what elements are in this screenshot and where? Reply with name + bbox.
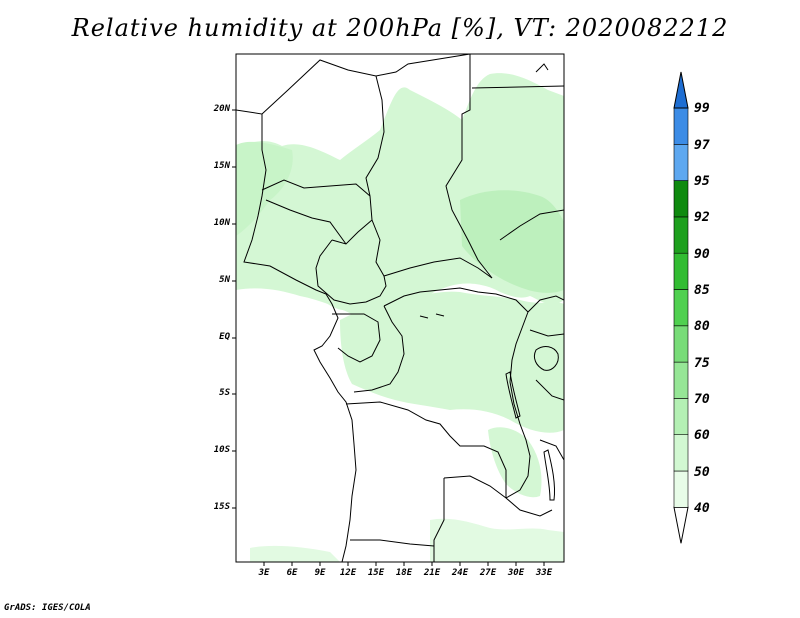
lat-label-eq: EQ: [219, 332, 230, 342]
lon-label-18e: 18E: [395, 568, 413, 578]
colorbar-box: [673, 144, 689, 181]
border-car-drc: [383, 287, 529, 313]
border-angola-drc: [345, 401, 507, 498]
colorbar-triangle-low: [673, 506, 689, 544]
border-ethiopia: [499, 209, 564, 241]
lon-label-12e: 12E: [339, 568, 357, 578]
border-uganda-kenya: [527, 295, 564, 337]
lon-label-27e: 27E: [479, 568, 497, 578]
humidity-region-sw: [250, 545, 340, 562]
colorbar-box: [673, 180, 689, 218]
colorbar-label-40: 40: [694, 501, 710, 516]
lake-kivu: [419, 313, 445, 319]
border-angola-zambia: [433, 478, 445, 562]
colorbar-label-80: 80: [694, 319, 710, 334]
colorbar-label-50: 50: [694, 465, 710, 480]
lat-ticks: [232, 109, 236, 509]
border-angola-namibia: [350, 539, 435, 547]
lat-label-15s: 15S: [213, 502, 230, 512]
colorbar-label-97: 97: [694, 138, 710, 153]
colorbar-box: [673, 325, 689, 363]
plot-frame: [235, 53, 565, 563]
lon-label-6e: 6E: [286, 568, 298, 578]
border-libya-chad: [365, 75, 385, 197]
border-tanzania: [535, 379, 564, 461]
border-gabon: [332, 313, 381, 363]
lon-label-30e: 30E: [507, 568, 525, 578]
lat-label-10s: 10S: [213, 445, 230, 455]
border-egypt-sudan: [445, 54, 493, 279]
colorbar-label-99: 99: [694, 101, 710, 116]
lake-malawi: [543, 449, 555, 501]
lon-label-33e: 33E: [535, 568, 553, 578]
lon-label-21e: 21E: [423, 568, 441, 578]
colorbar-label-90: 90: [694, 247, 710, 262]
humidity-region-east-high: [460, 190, 564, 293]
border-niger: [261, 179, 371, 197]
colorbar-label-95: 95: [694, 174, 710, 189]
border-algeria-libya: [261, 54, 471, 115]
colorbar-box: [673, 470, 689, 508]
chart-title: Relative humidity at 200hPa [%], VT: 202…: [71, 14, 729, 42]
colorbar-box: [673, 107, 689, 145]
colorbar-box: [673, 398, 689, 435]
lon-label-24e: 24E: [451, 568, 469, 578]
lon-label-9e: 9E: [314, 568, 326, 578]
colorbar-label-75: 75: [694, 356, 710, 371]
red-sea-coast: [535, 63, 549, 73]
colorbar-label-92: 92: [694, 210, 710, 225]
humidity-field: [236, 73, 564, 562]
grads-credit: GrADS: IGES/COLA: [4, 603, 91, 613]
colorbar-box: [673, 361, 689, 399]
colorbar-box: [673, 252, 689, 290]
lat-label-15n: 15N: [213, 161, 230, 171]
country-borders: [236, 54, 564, 562]
colorbar-label-85: 85: [694, 283, 710, 298]
lon-ticks: [263, 562, 545, 566]
border-nigeria-cameroon: [315, 239, 387, 305]
colorbar-box: [673, 289, 689, 327]
colorbar-box: [673, 216, 689, 254]
border-chad-car: [369, 195, 493, 279]
lat-label-5s: 5S: [219, 388, 230, 398]
lake-victoria: [533, 346, 559, 371]
lat-label-5n: 5N: [219, 275, 230, 285]
lon-label-3e: 3E: [258, 568, 270, 578]
humidity-region-central: [340, 291, 564, 433]
lon-label-15e: 15E: [367, 568, 385, 578]
colorbar: [673, 71, 689, 544]
colorbar-box: [673, 434, 689, 472]
humidity-region-south-east: [488, 427, 542, 498]
border-drc-east: [505, 311, 531, 499]
coastline: [236, 109, 357, 562]
border-congo-drc: [353, 305, 405, 393]
border-sudan-east: [471, 85, 564, 89]
lat-label-20n: 20N: [213, 104, 230, 114]
colorbar-label-70: 70: [694, 392, 710, 407]
lat-label-10n: 10N: [213, 218, 230, 228]
colorbar-triangle-high: [673, 71, 689, 109]
border-zambia-east: [443, 475, 553, 517]
border-nigeria-north: [265, 199, 347, 245]
border-cameroon-north: [331, 219, 373, 245]
humidity-region-south: [430, 518, 564, 562]
colorbar-label-60: 60: [694, 428, 710, 443]
lake-tanganyika: [505, 371, 521, 419]
